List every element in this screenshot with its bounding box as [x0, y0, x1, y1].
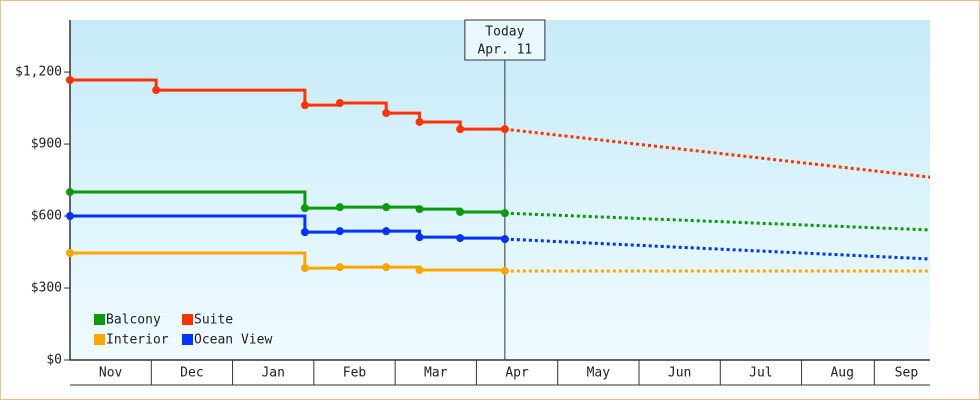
point — [382, 263, 391, 272]
point — [66, 75, 74, 84]
legend-swatch — [94, 334, 105, 345]
legend-swatch — [182, 334, 193, 345]
x-tick-label: May — [587, 366, 611, 381]
point — [382, 109, 391, 118]
y-tick-label: $0 — [46, 353, 62, 368]
point — [66, 248, 74, 257]
point — [335, 263, 344, 272]
point — [300, 204, 309, 213]
point — [300, 264, 309, 273]
point — [415, 117, 424, 126]
point — [456, 234, 465, 243]
point — [415, 233, 424, 242]
today-label: Apr. 11 — [477, 43, 532, 58]
x-tick-label: Apr — [505, 366, 529, 381]
point — [66, 188, 74, 197]
y-tick-label: $300 — [31, 281, 62, 296]
point — [415, 205, 424, 214]
legend-swatch — [182, 314, 193, 325]
point — [456, 207, 465, 216]
legend-label: Ocean View — [194, 333, 272, 348]
point — [382, 203, 391, 212]
legend-label: Interior — [106, 333, 169, 348]
x-tick-label: Mar — [424, 366, 448, 381]
point — [500, 266, 509, 275]
point — [335, 203, 344, 212]
x-axis-band — [70, 360, 930, 385]
y-tick-label: $900 — [31, 137, 62, 152]
x-tick-label: Jun — [668, 366, 691, 381]
point — [152, 86, 161, 95]
forecast-line — [504, 237, 931, 261]
legend-swatch — [94, 314, 105, 325]
x-tick-label: Dec — [180, 366, 203, 381]
forecast-line — [504, 127, 931, 179]
point — [500, 125, 509, 134]
legend-label: Balcony — [106, 313, 161, 328]
legend-label: Suite — [194, 313, 233, 328]
point — [415, 266, 424, 275]
today-box — [464, 19, 546, 61]
today-label: Today — [485, 25, 524, 40]
point — [300, 228, 309, 237]
plot-area — [70, 20, 930, 360]
x-tick-label: Feb — [343, 366, 367, 381]
x-tick-label: Aug — [830, 366, 853, 381]
x-tick-label: Sep — [895, 366, 919, 381]
series-line — [70, 78, 505, 131]
forecast-line — [504, 211, 931, 232]
series-line — [70, 251, 507, 272]
y-tick-label: $1,200 — [15, 65, 62, 80]
point — [66, 212, 74, 221]
point — [456, 125, 465, 134]
x-tick-label: Jul — [749, 366, 772, 381]
y-tick-label: $600 — [31, 209, 62, 224]
point — [500, 209, 509, 218]
x-tick-label: Jan — [261, 366, 284, 381]
point — [382, 227, 391, 236]
point — [335, 99, 344, 108]
point — [300, 101, 309, 110]
point — [500, 235, 509, 244]
x-tick-label: Nov — [99, 366, 123, 381]
point — [335, 227, 344, 236]
